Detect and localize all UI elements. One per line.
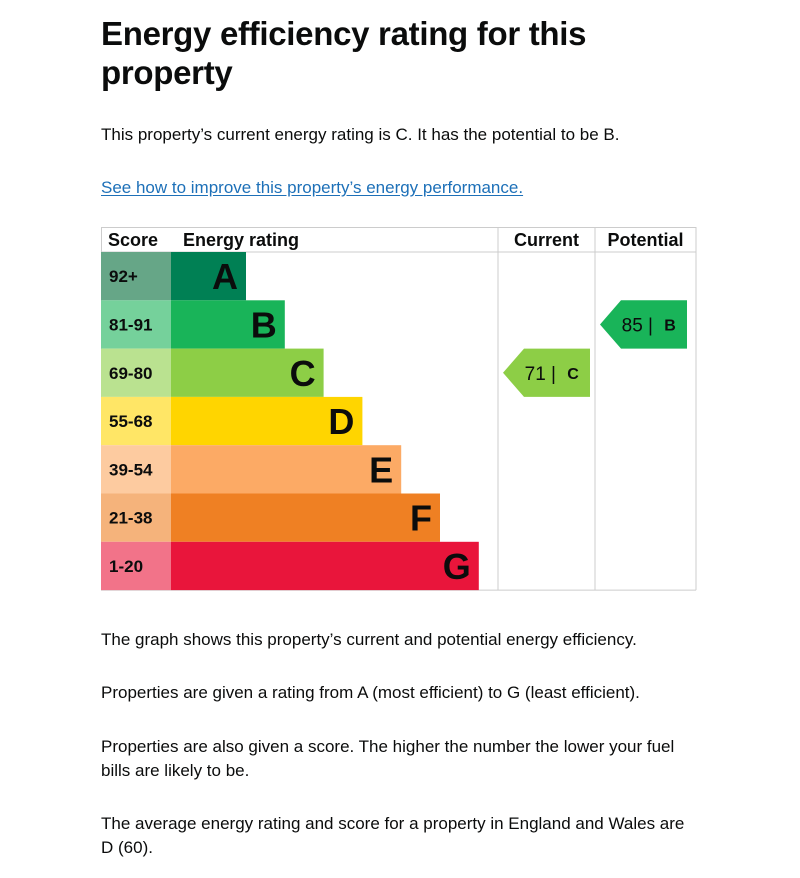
energy-rating-chart: Score Energy rating Current Potential 92… [101,227,697,592]
score-cell-d [101,396,171,446]
score-cell-e [101,445,171,494]
score-cell-c [101,348,171,397]
potential-rating-marker [600,300,687,349]
score-cell-f [101,493,171,542]
current-column-header: Current [514,230,579,250]
score-range-c: 69-80 [109,364,152,383]
score-range-a: 92+ [109,267,138,286]
rating-bar-d [171,396,363,446]
rating-letter-a: A [212,256,238,297]
score-range-e: 39-54 [109,460,153,479]
current-rating-marker [503,348,590,397]
rating-letter-g: G [443,546,471,587]
average-rating-text: The average energy rating and score for … [101,814,685,857]
current-score-label: 71 | [525,364,556,385]
score-cell-g [101,541,171,591]
rating-letter-f: F [410,498,432,539]
rating-bar-g [171,541,479,591]
score-explanation: Properties are also given a score. The h… [101,737,675,780]
potential-score-label: 85 | [622,315,653,336]
rating-letter-c: C [290,353,316,394]
potential-column-header: Potential [607,230,683,250]
score-cell-b [101,300,171,349]
rating-letter-b: B [251,304,277,345]
score-range-d: 55-68 [109,412,152,431]
intro-text: This property’s current energy rating is… [101,125,620,144]
score-column-header: Score [108,230,158,250]
rating-bar-b [171,300,285,349]
rating-bar-a [171,252,246,301]
score-cell-a [101,252,171,301]
score-range-f: 21-38 [109,509,152,528]
improve-energy-link[interactable]: See how to improve this property’s energ… [101,178,524,197]
score-range-g: 1-20 [109,557,143,576]
rating-bar-e [171,445,402,494]
score-range-b: 81-91 [109,315,152,334]
potential-rating-letter: B [664,317,676,334]
current-rating-letter: C [567,366,579,383]
rating-bar-f [171,493,440,542]
graph-description: The graph shows this property’s current … [101,630,637,649]
epc-graph: Score Energy rating Current Potential 92… [101,227,697,591]
rating-letter-d: D [328,401,354,442]
rating-column-header: Energy rating [183,230,299,250]
page-title: Energy efficiency rating for this proper… [101,15,587,91]
rating-explanation: Properties are given a rating from A (mo… [101,683,640,702]
rating-bar-c [171,348,324,397]
rating-letter-e: E [369,449,393,490]
